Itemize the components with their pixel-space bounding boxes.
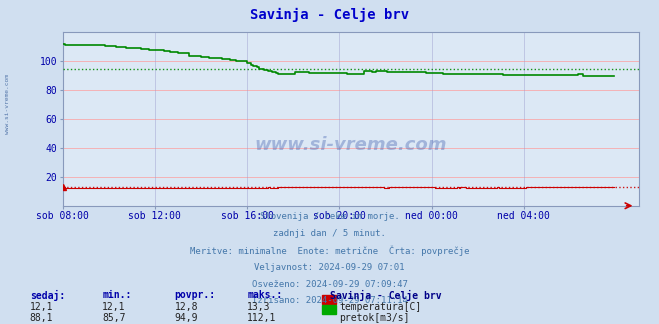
Text: maks.:: maks.: xyxy=(247,290,282,300)
Text: Meritve: minimalne  Enote: metrične  Črta: povprečje: Meritve: minimalne Enote: metrične Črta:… xyxy=(190,246,469,256)
Text: 12,1: 12,1 xyxy=(30,302,53,312)
Text: Slovenija / reke in morje.: Slovenija / reke in morje. xyxy=(260,212,399,221)
Text: min.:: min.: xyxy=(102,290,132,300)
Text: Savinja - Celje brv: Savinja - Celje brv xyxy=(250,8,409,22)
Text: 13,3: 13,3 xyxy=(247,302,271,312)
Text: 88,1: 88,1 xyxy=(30,313,53,323)
Text: Izrisano: 2024-09-29 07:11:14: Izrisano: 2024-09-29 07:11:14 xyxy=(252,296,407,306)
Text: 112,1: 112,1 xyxy=(247,313,277,323)
Text: www.si-vreme.com: www.si-vreme.com xyxy=(5,74,11,134)
Text: 12,1: 12,1 xyxy=(102,302,126,312)
Text: povpr.:: povpr.: xyxy=(175,290,215,300)
Text: Savinja - Celje brv: Savinja - Celje brv xyxy=(330,290,441,301)
Text: Veljavnost: 2024-09-29 07:01: Veljavnost: 2024-09-29 07:01 xyxy=(254,263,405,272)
Text: 85,7: 85,7 xyxy=(102,313,126,323)
Text: zadnji dan / 5 minut.: zadnji dan / 5 minut. xyxy=(273,229,386,238)
Text: 12,8: 12,8 xyxy=(175,302,198,312)
Text: pretok[m3/s]: pretok[m3/s] xyxy=(339,313,410,323)
Text: sedaj:: sedaj: xyxy=(30,290,65,301)
Text: www.si-vreme.com: www.si-vreme.com xyxy=(254,136,447,154)
Text: temperatura[C]: temperatura[C] xyxy=(339,302,422,312)
Text: 94,9: 94,9 xyxy=(175,313,198,323)
Text: Osveženo: 2024-09-29 07:09:47: Osveženo: 2024-09-29 07:09:47 xyxy=(252,280,407,289)
